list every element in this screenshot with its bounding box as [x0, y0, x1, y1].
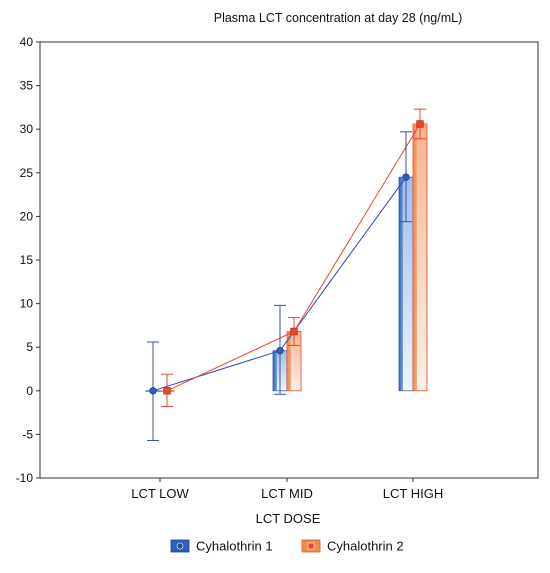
y-axis: -10 -5 0 5 10 15 20 25 30 35 40	[16, 35, 40, 485]
y-tick-label: 25	[20, 166, 34, 180]
x-axis-label: LCT DOSE	[256, 511, 321, 526]
y-tick-label: 35	[20, 79, 34, 93]
data-point	[290, 327, 298, 336]
y-tick-label: 20	[20, 209, 34, 223]
bar-shade	[146, 390, 150, 392]
error-bars	[147, 108, 426, 442]
x-axis: LCT LOW LCT MID LCT HIGH	[131, 478, 443, 501]
x-tick-label: LCT HIGH	[383, 486, 443, 501]
y-tick-label: 5	[26, 340, 33, 354]
y-tick-label: -10	[16, 471, 34, 485]
legend-label: Cyhalothrin 1	[196, 539, 273, 554]
data-points	[149, 120, 424, 395]
legend-marker	[307, 542, 315, 550]
data-point	[149, 387, 157, 395]
chart-title: Plasma LCT concentration at day 28 (ng/m…	[214, 11, 463, 25]
y-tick-label: 30	[20, 122, 34, 136]
y-tick-label: 40	[20, 35, 34, 49]
legend-label: Cyhalothrin 2	[327, 539, 404, 554]
data-point	[276, 346, 284, 355]
bar-shade	[273, 350, 277, 391]
data-point	[416, 120, 424, 128]
bar-shade	[160, 390, 164, 392]
y-tick-label: 0	[26, 384, 33, 398]
y-tick-label: 10	[20, 297, 34, 311]
y-tick-label: -5	[22, 427, 33, 441]
bar-shade	[287, 331, 291, 391]
data-point	[402, 173, 410, 181]
bar-shade	[399, 177, 403, 391]
data-point	[163, 387, 171, 395]
legend: Cyhalothrin 1 Cyhalothrin 2	[170, 539, 404, 554]
plot-frame	[39, 41, 539, 479]
legend-marker	[176, 542, 184, 550]
y-tick-label: 15	[20, 253, 34, 267]
x-tick-label: LCT LOW	[131, 486, 189, 501]
x-tick-label: LCT MID	[261, 486, 313, 501]
bar-shade	[413, 123, 417, 391]
